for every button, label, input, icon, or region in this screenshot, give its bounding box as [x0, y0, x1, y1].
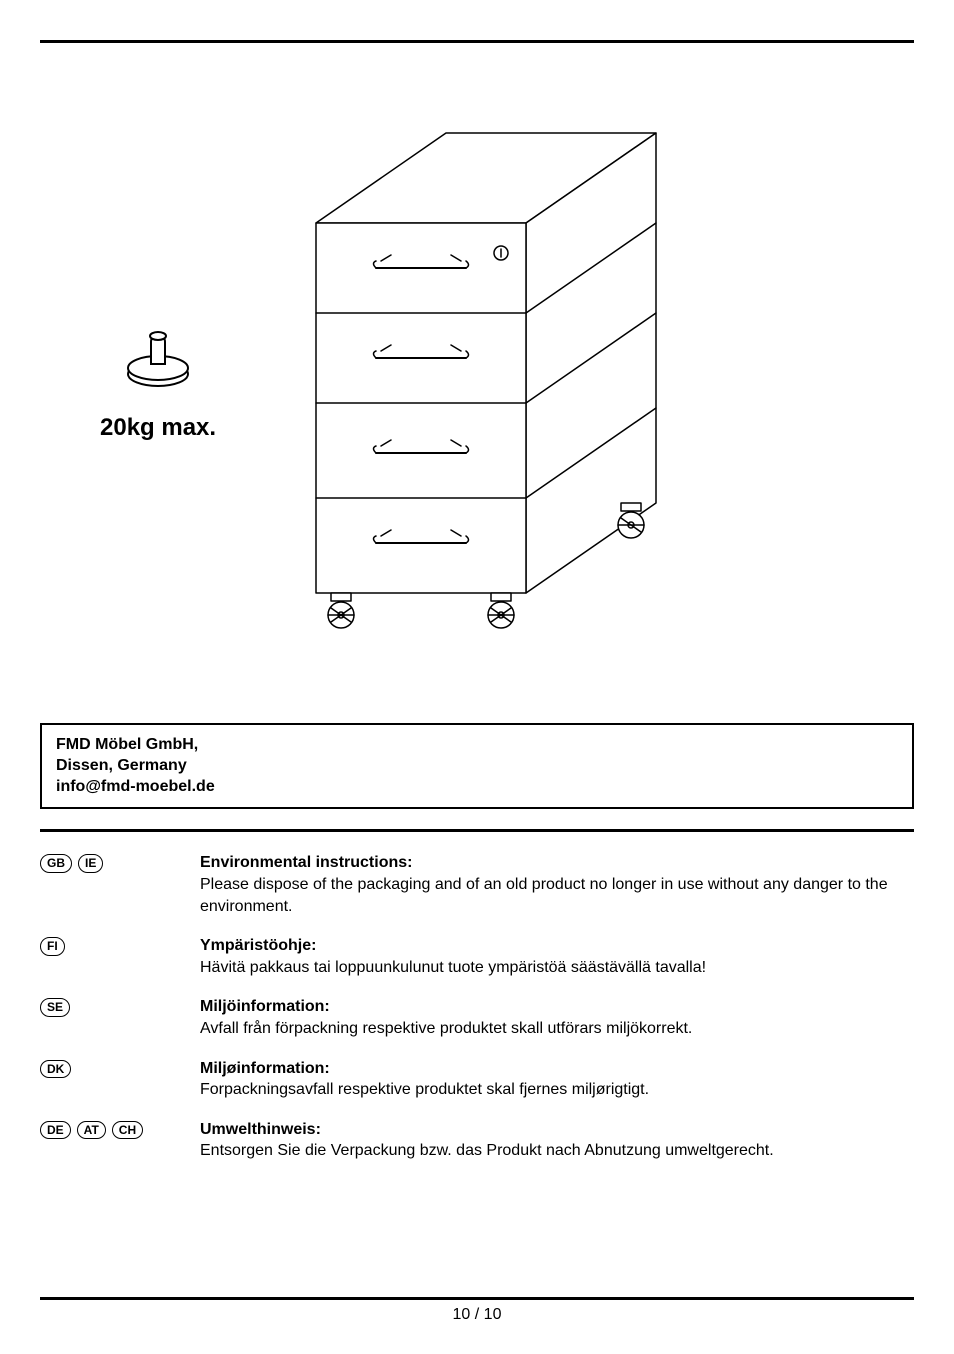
lang-text: Please dispose of the packaging and of a…: [200, 874, 914, 917]
lang-text: Avfall från förpackning respektive produ…: [200, 1018, 914, 1040]
lang-codes: FI: [40, 935, 180, 955]
separator-rule: [40, 829, 914, 832]
lang-codes: GB IE: [40, 852, 180, 872]
lang-title: Miljöinformation:: [200, 996, 914, 1018]
lang-section: SE Miljöinformation:Avfall från förpackni…: [40, 996, 914, 1039]
lang-title: Ympäristöohje:: [200, 935, 914, 957]
country-code-pill: AT: [77, 1121, 106, 1139]
lang-body: Environmental instructions:Please dispos…: [200, 852, 914, 917]
lang-title: Miljøinformation:: [200, 1058, 914, 1080]
lang-title: Umwelthinweis:: [200, 1119, 914, 1141]
company-email: info@fmd-moebel.de: [56, 777, 898, 798]
lang-codes: DK: [40, 1058, 180, 1078]
country-code-pill: SE: [40, 998, 70, 1016]
weight-label: 20kg max.: [100, 414, 216, 442]
top-rule: [40, 40, 914, 43]
hero-section: 20kg max.: [40, 103, 914, 663]
country-code-pill: IE: [78, 854, 103, 872]
country-code-pill: CH: [112, 1121, 143, 1139]
lang-section: GB IE Environmental instructions:Please di…: [40, 852, 914, 917]
lang-codes: SE: [40, 996, 180, 1016]
lang-body: Umwelthinweis:Entsorgen Sie die Verpacku…: [200, 1119, 914, 1162]
cabinet-diagram: [276, 103, 696, 663]
country-code-pill: DK: [40, 1060, 71, 1078]
company-city: Dissen, Germany: [56, 756, 898, 777]
lang-text: Entsorgen Sie die Verpackung bzw. das Pr…: [200, 1140, 914, 1162]
country-code-pill: FI: [40, 937, 65, 955]
lang-body: Miljøinformation:Forpackningsavfall resp…: [200, 1058, 914, 1101]
lang-body: Miljöinformation:Avfall från förpackning…: [200, 996, 914, 1039]
lang-section: DK Miljøinformation:Forpackningsavfall re…: [40, 1058, 914, 1101]
lang-body: Ympäristöohje:Hävitä pakkaus tai loppuun…: [200, 935, 914, 978]
lang-text: Hävitä pakkaus tai loppuunkulunut tuote …: [200, 957, 914, 979]
company-box: FMD Möbel GmbH, Dissen, Germany info@fmd…: [40, 723, 914, 809]
weight-icon: [123, 324, 193, 394]
country-code-pill: DE: [40, 1121, 71, 1139]
lang-title: Environmental instructions:: [200, 852, 914, 874]
languages-list: GB IE Environmental instructions:Please di…: [40, 852, 914, 1180]
lang-codes: DE AT CH: [40, 1119, 180, 1139]
country-code-pill: GB: [40, 854, 72, 872]
weight-block: 20kg max.: [100, 324, 216, 442]
lang-section: DE AT CH Umwelthinweis:Entsorgen Sie die Ve…: [40, 1119, 914, 1162]
lang-text: Forpackningsavfall respektive produktet …: [200, 1079, 914, 1101]
company-name: FMD Möbel GmbH,: [56, 735, 898, 756]
lang-section: FI Ympäristöohje:Hävitä pakkaus tai loppu…: [40, 935, 914, 978]
page-number: 10 / 10: [40, 1300, 914, 1324]
